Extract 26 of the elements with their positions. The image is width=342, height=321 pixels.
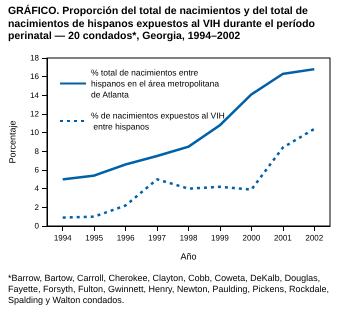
legend-label: % de nacimientos expuestos al VIH entre hispanos [91, 110, 225, 132]
y-tick-label: 14 [30, 90, 40, 100]
y-tick-label: 18 [30, 54, 40, 62]
x-axis-title: Año [180, 252, 197, 262]
y-tick-label: 6 [34, 166, 40, 174]
y-tick-label: 4 [34, 184, 40, 194]
y-axis-title: Porcentaje [8, 120, 18, 164]
x-tick-label: 1995 [85, 234, 104, 242]
y-tick-label: 12 [30, 110, 40, 118]
x-tick-label: 1999 [211, 234, 230, 242]
y-tick-label: 10 [30, 128, 40, 138]
y-tick-label: 2 [34, 202, 40, 212]
y-tick-label: 16 [30, 72, 40, 82]
x-tick-label: 2002 [305, 234, 324, 242]
x-tick-label: 1996 [116, 234, 136, 242]
line-series [61, 68, 316, 181]
x-tick-label: 2001 [274, 234, 292, 242]
x-tick-label: 1997 [148, 234, 167, 242]
x-tick-label: 1998 [180, 234, 198, 242]
y-tick-label: 0 [34, 222, 40, 230]
x-tick-label: 1994 [54, 234, 72, 242]
y-tick-label: 8 [34, 146, 40, 156]
legend-label: % total de nacimientos entre hispanos en el área metropolitana de Atlanta [91, 68, 222, 100]
chart-title: GRÁFICO. Proporción del total de nacimientos y del total de nacimientos de hispanos expuestos al VIH durante el período perinatal — 20 condados*, Georgia, 1994–2002 [8, 5, 316, 42]
text: *Barrow, Bartow, Carroll, Cherokee, Clayton, Cobb, Coweta, DeKalb, Douglas, Fayette, Forsyth, Fulton, Gwinnett, Henry, Newton, Paulding, Pickens, Rockdale, Spalding y Walton condados. [8, 273, 330, 306]
x-tick-label: 2000 [242, 234, 261, 242]
